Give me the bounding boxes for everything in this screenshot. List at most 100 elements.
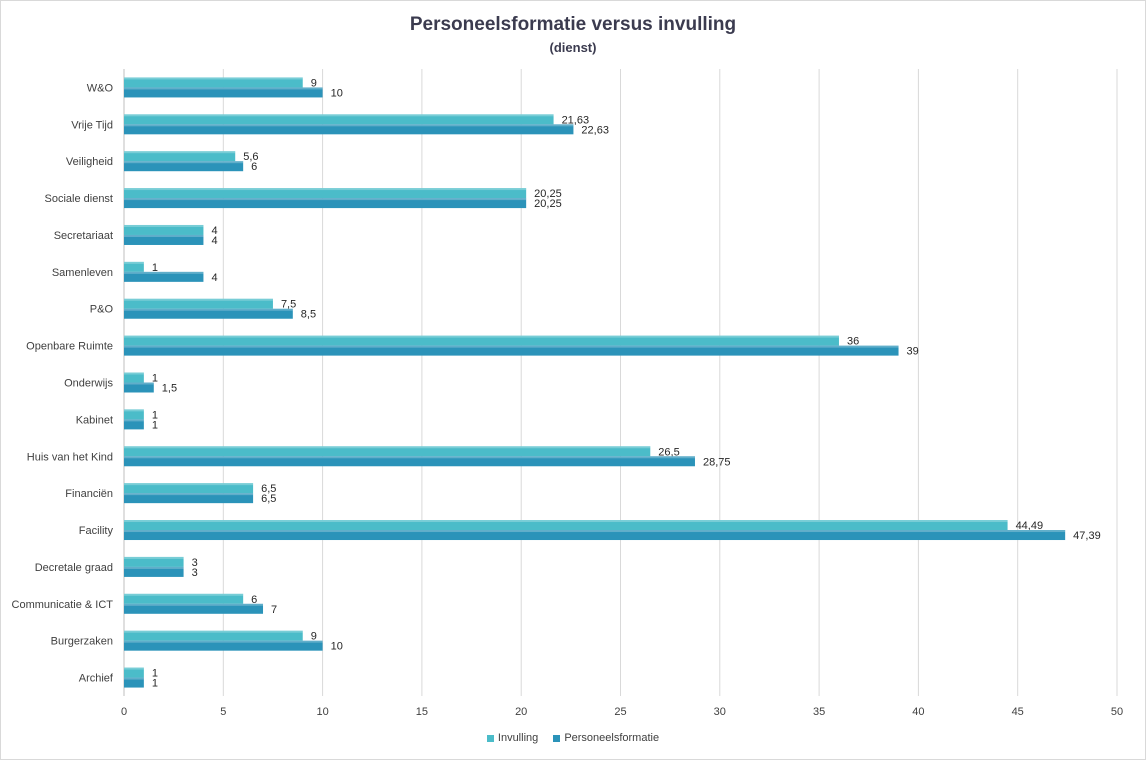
data-label: 6,5 [261,483,276,495]
bar-highlight [124,151,236,154]
legend-item-personeelsformatie: Personeelsformatie [553,732,659,744]
data-label: 10 [331,87,343,99]
bar-invulling [124,667,144,678]
bar-personeelsformatie [124,308,293,319]
legend: Invulling Personeelsformatie [0,732,1146,745]
bar-personeelsformatie [124,87,323,98]
bar-highlight [124,456,695,459]
bar-personeelsformatie [124,603,264,614]
bar-highlight [124,419,144,422]
data-label: 44,49 [1016,520,1044,532]
bar-personeelsformatie [124,493,254,504]
bar-highlight [124,530,1066,533]
data-label: 3 [192,567,198,579]
bar-highlight [124,224,204,227]
bar-highlight [124,483,254,486]
x-tick-label: 10 [316,706,328,718]
data-label: 7,5 [281,299,296,311]
bar-invulling [124,520,1008,531]
data-label: 20,25 [534,188,562,200]
category-label: W&O [87,82,114,94]
category-label: Vrije Tijd [71,119,113,131]
bar-personeelsformatie [124,677,144,688]
category-label: Onderwijs [64,378,113,390]
data-label: 6,5 [261,493,276,505]
category-label: Archief [79,673,114,685]
bar-personeelsformatie [124,382,154,393]
bar-highlight [124,198,527,201]
category-label: Communicatie & ICT [12,599,114,611]
x-tick-label: 15 [416,706,428,718]
legend-label-invulling: Invulling [497,732,539,744]
bar-personeelsformatie [124,419,144,430]
chart-subtitle: (dienst) [549,40,597,55]
bar-highlight [124,382,154,385]
category-label: Burgerzaken [51,636,113,648]
bar-invulling [124,298,273,309]
bar-invulling [124,409,144,420]
data-label: 1,5 [162,383,177,395]
data-label: 8,5 [301,309,316,321]
bar-personeelsformatie [124,161,244,172]
data-label: 28,75 [703,456,731,468]
bar-invulling [124,151,236,162]
bar-highlight [124,188,527,191]
bar-highlight [124,667,144,670]
x-tick-label: 5 [220,706,226,718]
data-label: 1 [152,668,158,680]
data-label: 20,25 [534,198,562,210]
legend-item-invulling: Invulling [486,732,539,744]
x-tick-label: 50 [1111,706,1123,718]
legend-label-personeelsformatie: Personeelsformatie [564,732,660,744]
category-label: Facility [79,525,114,537]
bar-highlight [124,640,323,643]
data-label: 6 [251,594,257,606]
category-label: Veiligheid [66,156,113,168]
bar-personeelsformatie [124,234,204,245]
category-label: Huis van het Kind [27,451,113,463]
x-tick-label: 25 [614,706,626,718]
x-tick-label: 40 [912,706,924,718]
category-label: Openbare Ruimte [26,341,113,353]
x-tick-label: 0 [121,706,127,718]
bar-invulling [124,224,204,235]
bar-highlight [124,298,273,301]
data-label: 10 [331,641,343,653]
data-label: 1 [152,419,158,431]
category-label: Financiën [65,488,113,500]
bar-personeelsformatie [124,530,1066,541]
bar-highlight [124,677,144,680]
data-label: 1 [152,262,158,274]
bar-highlight [124,87,323,90]
data-label: 26,5 [658,446,679,458]
chart-title: Personeelsformatie versus invulling [409,14,737,35]
data-label: 36 [847,336,859,348]
bar-highlight [124,630,303,633]
bar-highlight [124,566,184,569]
bar-highlight [124,161,244,164]
bar-invulling [124,335,839,346]
x-tick-label: 35 [813,706,825,718]
bar-highlight [124,114,554,117]
category-label: Samenleven [52,267,113,279]
legend-swatch-personeelsformatie [553,734,561,742]
bar-personeelsformatie [124,124,574,135]
bar-highlight [124,372,144,375]
bar-invulling [124,372,144,383]
data-label: 47,39 [1073,530,1101,542]
bar-personeelsformatie [124,198,527,209]
data-label: 39 [907,346,919,358]
bar-highlight [124,603,264,606]
bar-highlight [124,271,204,274]
category-label: Sociale dienst [45,193,114,205]
bar-invulling [124,446,651,457]
category-label: Secretariaat [54,230,113,242]
bar-highlight [124,345,899,348]
bar-invulling [124,114,554,125]
bar-personeelsformatie [124,456,695,467]
bar-highlight [124,409,144,412]
category-label: P&O [90,304,114,316]
data-label: 1 [152,409,158,421]
data-label: 1 [152,373,158,385]
